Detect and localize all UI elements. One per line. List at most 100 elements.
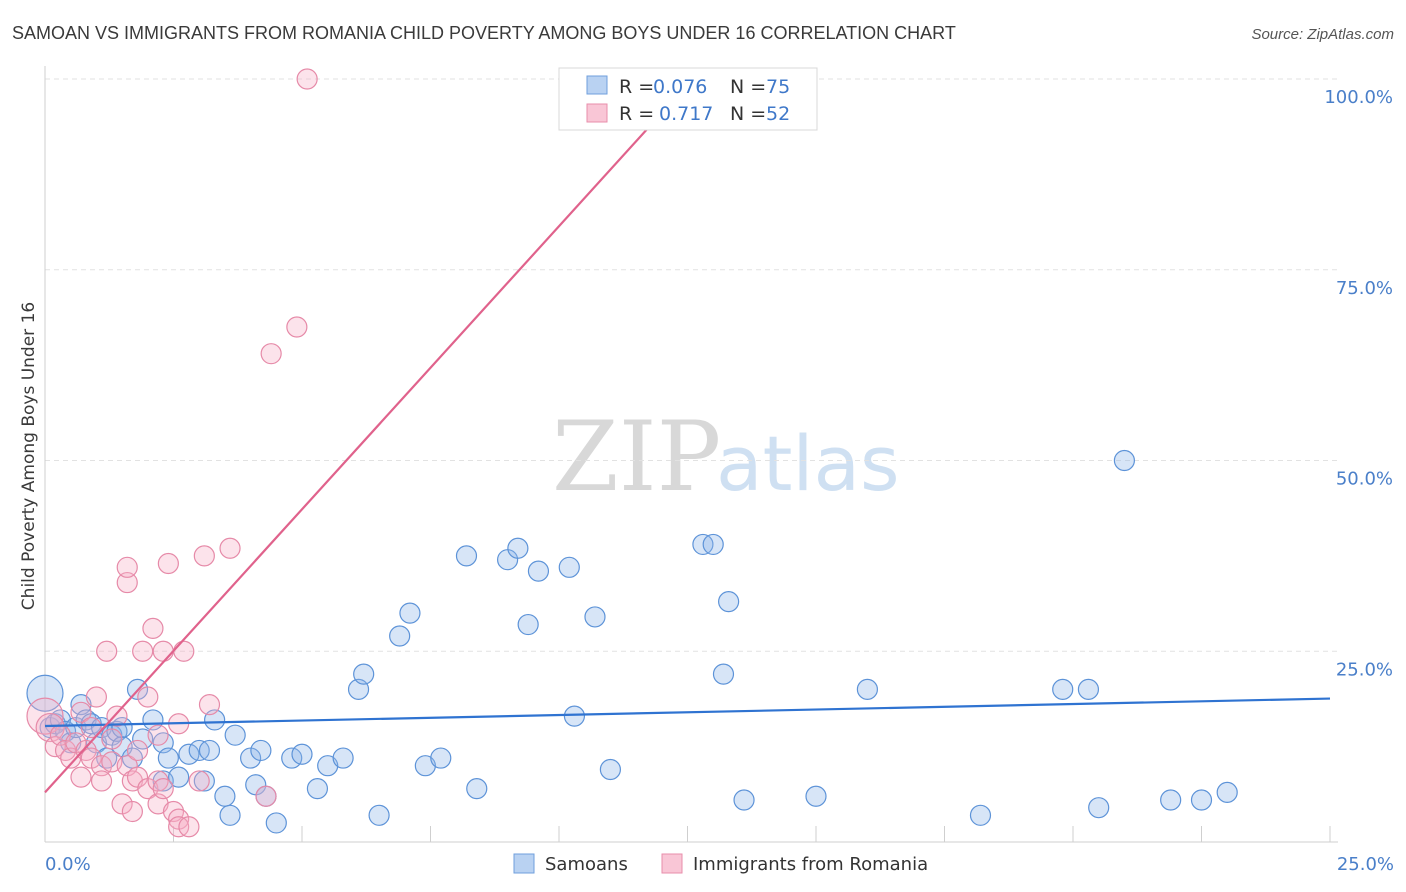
y-tick-label: 100.0%	[1324, 87, 1393, 108]
romania-point[interactable]	[157, 552, 179, 575]
romania-point[interactable]	[101, 728, 123, 750]
samoans-point[interactable]	[702, 533, 724, 556]
samoans-point[interactable]	[1077, 678, 1100, 701]
samoans-point[interactable]	[507, 537, 529, 559]
samoans-r-label: R =	[619, 76, 654, 98]
romania-point[interactable]	[126, 739, 149, 762]
samoans-trend-line	[44, 697, 1331, 728]
romania-point[interactable]	[70, 766, 92, 788]
samoans-point[interactable]	[517, 613, 539, 636]
romania-point[interactable]	[106, 705, 128, 727]
samoans-point[interactable]	[1216, 781, 1238, 804]
romania-point[interactable]	[147, 724, 169, 746]
samoans-point[interactable]	[1113, 449, 1136, 472]
romania-series-swatch[interactable]	[661, 853, 683, 874]
romania-point[interactable]	[90, 770, 113, 792]
romania-point[interactable]	[255, 785, 277, 807]
romania-point[interactable]	[188, 770, 210, 792]
samoans-point[interactable]	[718, 591, 740, 613]
romania-n-label: N =	[730, 103, 766, 125]
samoans-point[interactable]	[1088, 797, 1110, 819]
samoans-point[interactable]	[455, 545, 478, 567]
samoans-point[interactable]	[563, 705, 586, 727]
y-tick-label: 75.0%	[1336, 278, 1393, 299]
samoans-point[interactable]	[1190, 789, 1213, 811]
samoans-series-label[interactable]: Samoans	[545, 854, 628, 875]
romania-point[interactable]	[173, 640, 195, 662]
samoans-point[interactable]	[414, 755, 436, 777]
y-tick-label: 25.0%	[1336, 659, 1393, 680]
watermark: ZIP atlas	[552, 401, 900, 513]
samoans-point[interactable]	[193, 770, 215, 792]
romania-point[interactable]	[152, 640, 174, 662]
romania-point[interactable]	[85, 686, 108, 708]
y-tick-labels: 100.0% 75.0% 50.0% 25.0%	[1324, 87, 1393, 680]
samoans-point[interactable]	[430, 747, 452, 769]
samoans-point[interactable]	[599, 758, 622, 781]
samoans-r-value: 0.076	[653, 76, 707, 98]
samoans-point[interactable]	[157, 747, 179, 769]
samoans-point[interactable]	[26, 674, 64, 712]
chart-title: SAMOAN VS IMMIGRANTS FROM ROMANIA CHILD …	[12, 23, 956, 43]
watermark-zip: ZIP	[552, 401, 721, 513]
romania-r-label: R =	[619, 103, 654, 125]
samoans-point[interactable]	[168, 766, 190, 788]
romania-point[interactable]	[96, 640, 118, 662]
samoans-point[interactable]	[856, 678, 879, 701]
samoans-legend-swatch	[586, 75, 608, 95]
samoans-series-swatch[interactable]	[513, 853, 535, 874]
samoans-point[interactable]	[317, 755, 339, 777]
romania-point[interactable]	[142, 617, 164, 639]
samoans-point[interactable]	[969, 804, 992, 826]
samoans-point[interactable]	[399, 602, 421, 624]
romania-point[interactable]	[198, 694, 221, 716]
samoans-point[interactable]	[265, 812, 287, 834]
samoans-point[interactable]	[332, 747, 354, 769]
romania-series-label[interactable]: Immigrants from Romania	[693, 854, 928, 875]
samoans-n-label: N =	[730, 76, 766, 98]
samoans-point[interactable]	[306, 777, 329, 800]
samoans-point[interactable]	[733, 789, 755, 811]
samoans-point[interactable]	[250, 739, 272, 762]
romania-point[interactable]	[296, 68, 318, 90]
samoans-point[interactable]	[805, 785, 827, 807]
samoans-point[interactable]	[389, 625, 411, 647]
romania-point[interactable]	[178, 816, 200, 838]
romania-r-value: 0.717	[659, 103, 713, 125]
romania-point[interactable]	[116, 571, 138, 594]
romania-point[interactable]	[132, 640, 154, 662]
romania-point[interactable]	[193, 545, 215, 567]
series-legend: Samoans Immigrants from Romania	[513, 853, 928, 875]
samoans-point[interactable]	[712, 663, 735, 685]
samoans-point[interactable]	[1052, 678, 1074, 701]
samoans-point[interactable]	[353, 663, 375, 685]
romania-point[interactable]	[121, 800, 143, 823]
samoans-point[interactable]	[584, 606, 606, 628]
romania-point[interactable]	[70, 701, 92, 723]
romania-point[interactable]	[219, 537, 241, 559]
samoans-point[interactable]	[291, 743, 313, 765]
x-tick-label-max: 25.0%	[1337, 854, 1394, 875]
samoans-point[interactable]	[219, 804, 241, 826]
romania-point[interactable]	[137, 686, 159, 708]
grid	[44, 66, 1338, 843]
samoans-n-value: 75	[766, 76, 790, 98]
samoans-point[interactable]	[466, 777, 488, 800]
samoans-point[interactable]	[198, 739, 221, 762]
samoans-point[interactable]	[224, 724, 246, 746]
romania-point[interactable]	[35, 712, 65, 743]
romania-trend-line	[44, 78, 694, 794]
samoans-point[interactable]	[214, 785, 236, 807]
romania-point[interactable]	[152, 777, 174, 800]
romania-point[interactable]	[260, 343, 282, 365]
stats-legend: R = 0.076 N = 75 R = 0.717 N = 52	[558, 67, 818, 131]
samoans-point[interactable]	[558, 556, 580, 578]
romania-point[interactable]	[80, 716, 102, 739]
romania-point[interactable]	[286, 316, 308, 338]
watermark-atlas: atlas	[716, 419, 900, 508]
y-tick-label: 50.0%	[1336, 469, 1393, 490]
samoans-point[interactable]	[1160, 789, 1182, 811]
romania-point[interactable]	[116, 556, 138, 578]
samoans-point[interactable]	[527, 560, 550, 582]
samoans-point[interactable]	[368, 804, 390, 826]
